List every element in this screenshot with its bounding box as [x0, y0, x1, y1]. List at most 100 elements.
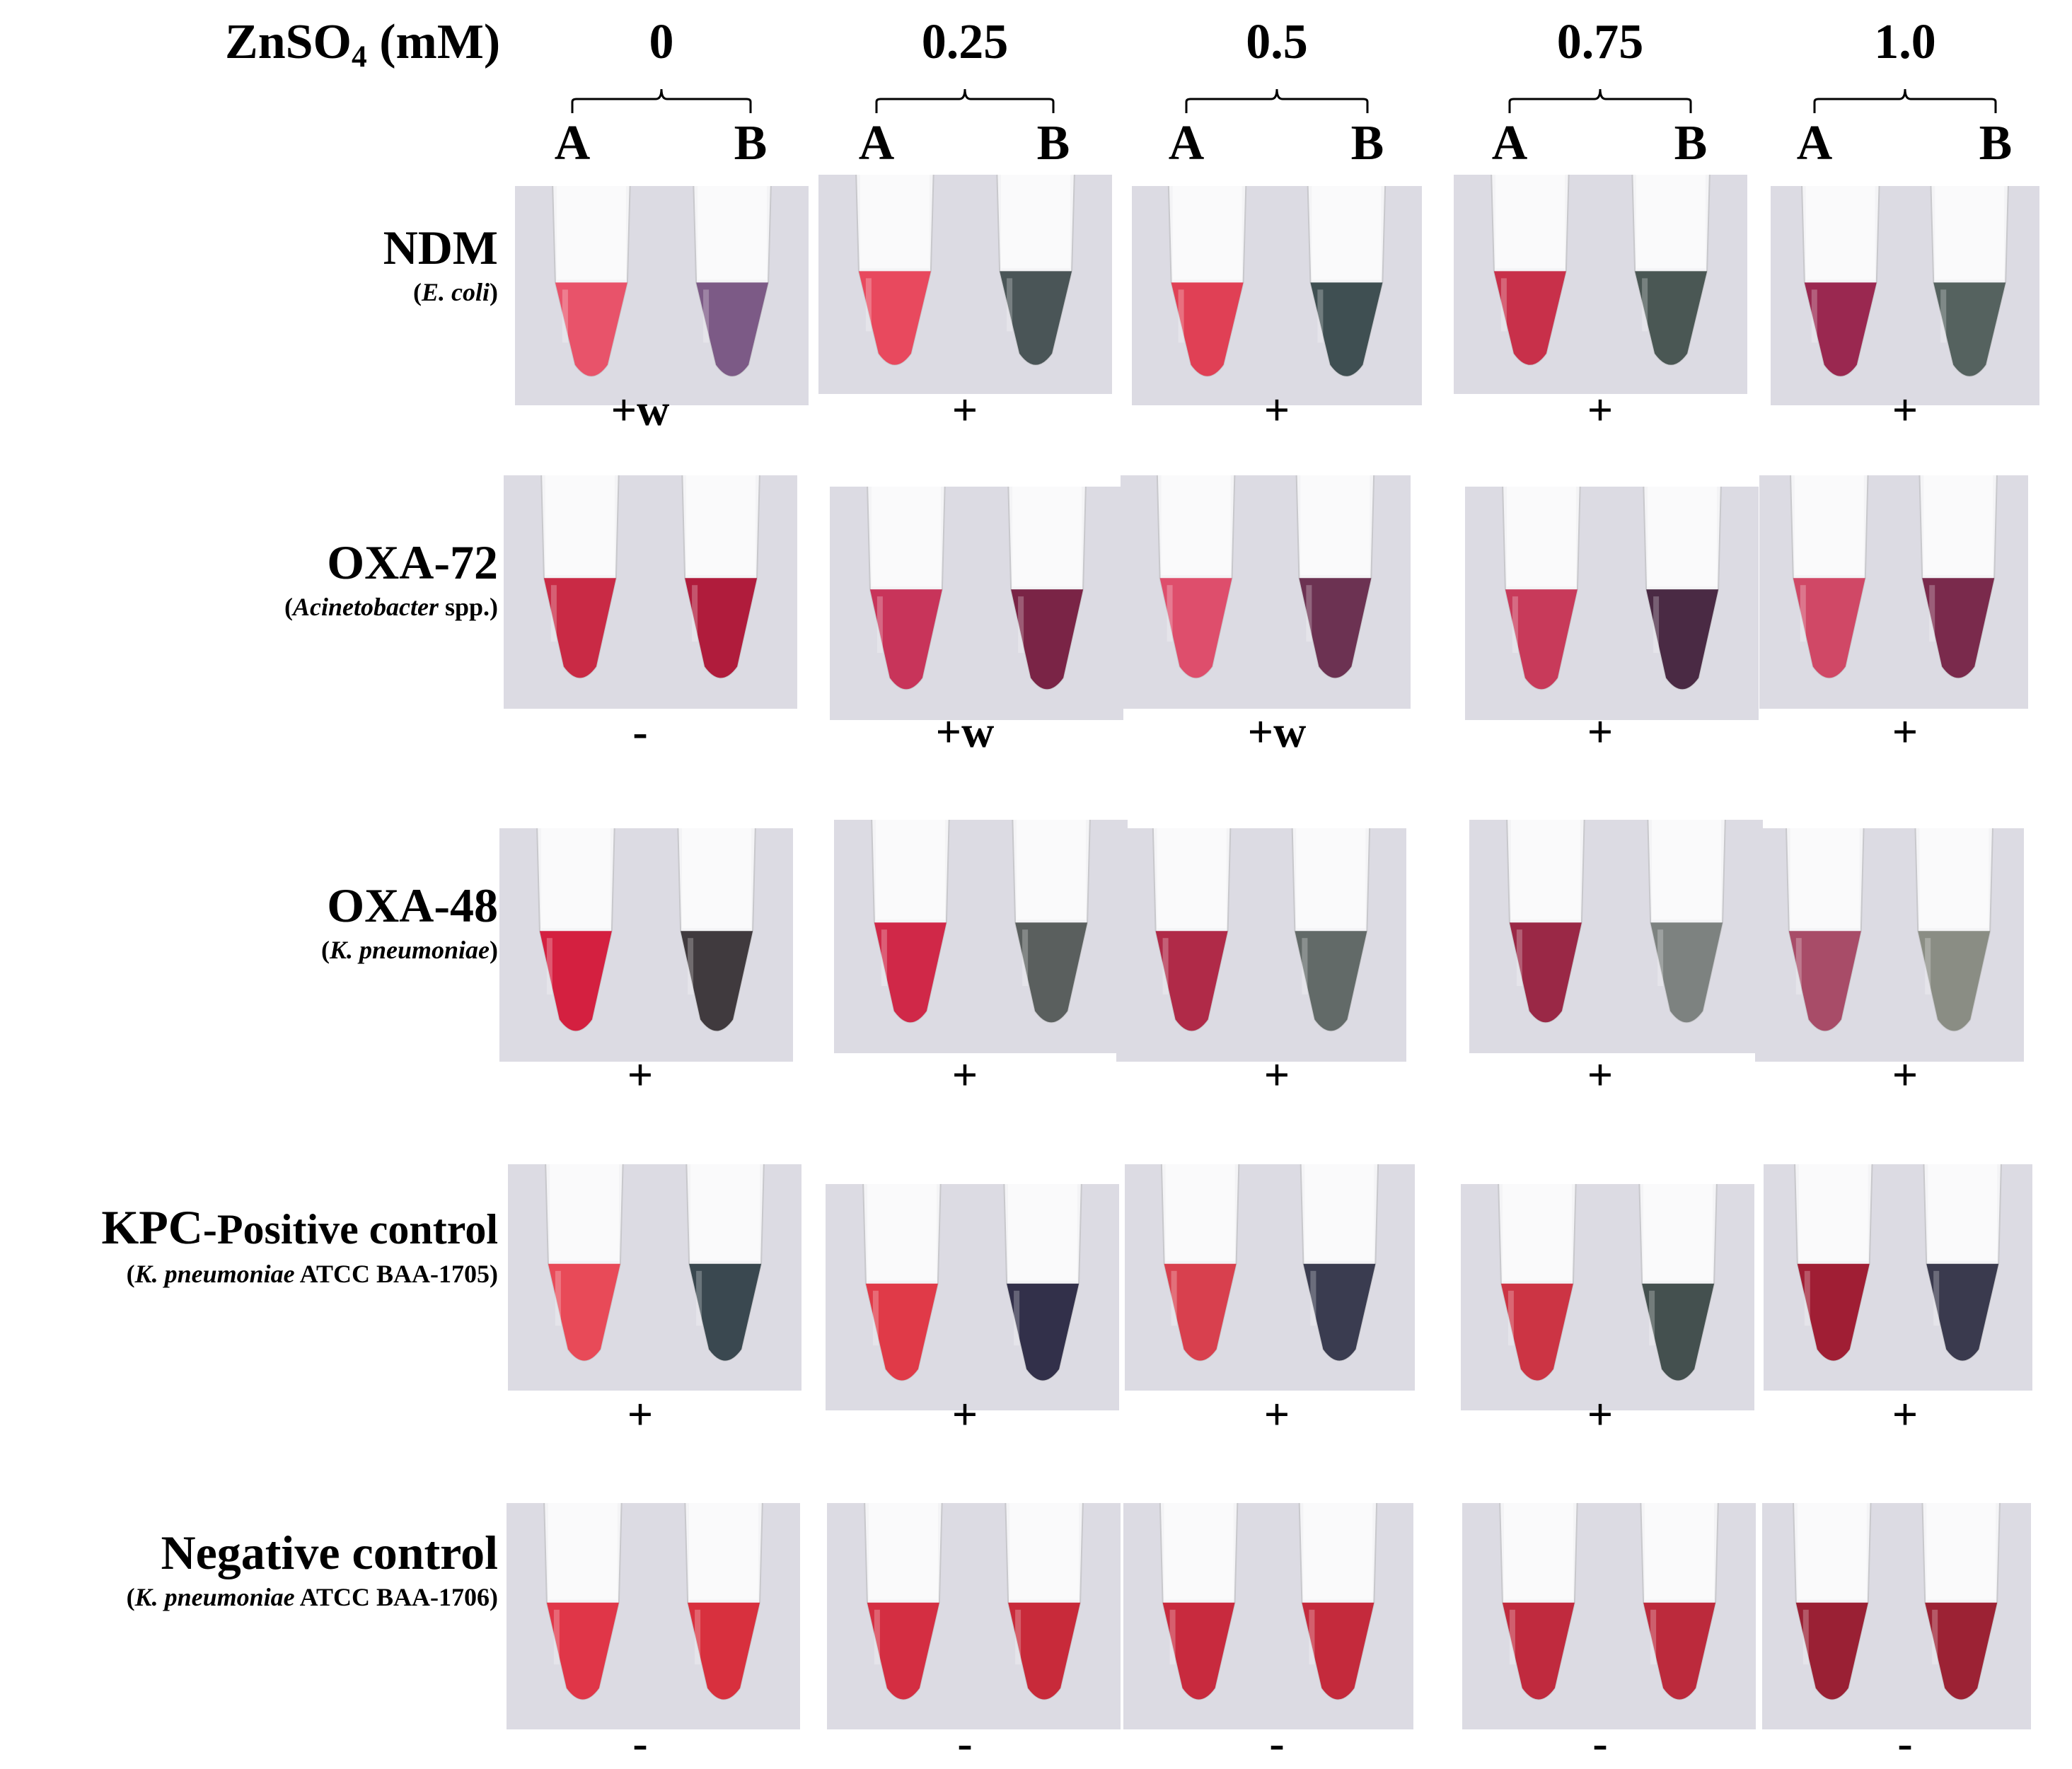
tube-photo	[1464, 487, 1759, 720]
tube-photo	[833, 820, 1128, 1053]
concentration-label: 0.25	[921, 15, 1009, 69]
organism-name: (E. coli)	[413, 278, 498, 306]
tube-pair-brace	[1185, 88, 1369, 113]
tube	[1921, 1503, 2001, 1700]
tube-liquid	[548, 1263, 620, 1361]
tube-pair-brace	[1508, 88, 1692, 113]
tube-liquid	[1793, 578, 1865, 678]
tube-photo	[1759, 475, 2028, 709]
tube	[862, 1184, 942, 1381]
tube-liquid	[543, 578, 616, 678]
organism-name: (K. pneumoniae)	[320, 936, 498, 964]
tube	[544, 1164, 624, 1362]
enzyme-name: NDM	[383, 221, 498, 274]
tube-photo	[1460, 1184, 1754, 1410]
row-label: Negative control (K. pneumoniae ATCC BAA-…	[127, 1524, 498, 1613]
tube	[863, 1503, 943, 1700]
tube-liquid	[1634, 271, 1707, 365]
result-label: -	[957, 1718, 973, 1768]
tube	[1631, 175, 1711, 366]
tube-photo	[506, 1503, 800, 1729]
tube-liquid	[869, 589, 942, 690]
tube	[1793, 1503, 1872, 1700]
tube	[1002, 1184, 1082, 1381]
tube-photo	[1462, 1503, 1756, 1729]
tube-liquid	[684, 578, 757, 678]
tube	[1497, 1184, 1577, 1381]
enzyme-name: Negative control	[161, 1526, 499, 1579]
tube	[1152, 828, 1232, 1032]
organism-name: (K. pneumoniae ATCC BAA-1706)	[126, 1583, 498, 1611]
tube-liquid	[1918, 931, 1991, 1031]
tube-liquid	[1650, 922, 1723, 1023]
tube-liquid	[1788, 931, 1861, 1031]
tube	[1167, 186, 1247, 377]
enzyme-name: KPC-Positive control	[101, 1200, 498, 1254]
tube-photo	[1764, 1164, 2032, 1391]
tube-liquid	[555, 282, 627, 376]
tube	[1160, 1164, 1240, 1362]
tube-liquid	[1643, 1602, 1715, 1700]
tube-photo	[499, 828, 793, 1062]
tube-liquid	[1010, 589, 1083, 690]
tube-b-label: B	[1979, 116, 2013, 170]
tube-liquid	[1171, 282, 1244, 376]
tube	[1498, 1503, 1578, 1700]
tube-a-label: A	[554, 116, 591, 170]
tube	[1638, 1184, 1718, 1381]
enzyme-name: OXA-72	[327, 535, 498, 589]
tube-b-label: B	[1674, 116, 1708, 170]
tube-photo	[507, 1164, 801, 1391]
tube-liquid	[1505, 589, 1578, 690]
tube-liquid	[695, 282, 768, 376]
tube	[681, 475, 760, 679]
tube-liquid	[1162, 1602, 1235, 1700]
tube-liquid	[999, 271, 1072, 365]
tube	[683, 1503, 763, 1700]
tube-photo	[825, 1184, 1119, 1410]
tube-photo	[1771, 186, 2039, 405]
tube	[1307, 186, 1387, 377]
tube-liquid	[1933, 282, 2006, 376]
tube	[1801, 186, 1880, 377]
tube-b-label: B	[734, 116, 768, 170]
result-label: +	[1587, 1389, 1614, 1439]
tube	[685, 1164, 765, 1362]
row-label: KPC-Positive control (K. pneumoniae ATCC …	[101, 1199, 498, 1290]
result-label: +w	[610, 385, 670, 435]
tube	[1501, 487, 1581, 690]
tube-photo	[1469, 820, 1763, 1053]
tube-liquid	[1006, 1283, 1079, 1381]
tube-a-label: A	[858, 116, 895, 170]
tube-liquid	[680, 931, 753, 1031]
tube-photo	[1132, 186, 1422, 405]
result-label: +	[1892, 1389, 1918, 1439]
tube	[995, 175, 1075, 366]
result-label: +	[627, 1389, 654, 1439]
tube-photo	[1755, 828, 2024, 1062]
row-label: OXA-48 (K. pneumoniae)	[321, 877, 498, 966]
row-label: OXA-72 (Acinetobacter spp.)	[284, 534, 498, 623]
tube-liquid	[1299, 578, 1372, 678]
tube-photo	[1116, 828, 1406, 1062]
tube	[543, 1503, 623, 1700]
tube-photo	[1125, 1164, 1415, 1391]
concentration-label: 0.5	[1246, 15, 1308, 69]
tube-liquid	[1500, 1283, 1573, 1381]
tube	[536, 828, 615, 1032]
tube-liquid	[1641, 1283, 1714, 1381]
tube-liquid	[1295, 931, 1367, 1031]
result-label: +	[627, 1050, 654, 1100]
organism-name: (K. pneumoniae ATCC BAA-1705)	[126, 1260, 498, 1288]
tube-liquid	[867, 1602, 939, 1700]
tube	[551, 186, 631, 377]
tube-liquid	[1926, 1263, 1999, 1361]
tube	[1300, 1164, 1379, 1362]
result-label: -	[1897, 1718, 1913, 1768]
result-label: +	[951, 385, 978, 435]
tube-liquid	[858, 271, 931, 365]
tube	[1923, 1164, 2002, 1362]
concentration-label: 0	[649, 15, 674, 69]
tube-liquid	[687, 1602, 760, 1700]
result-label: +	[1263, 1389, 1290, 1439]
